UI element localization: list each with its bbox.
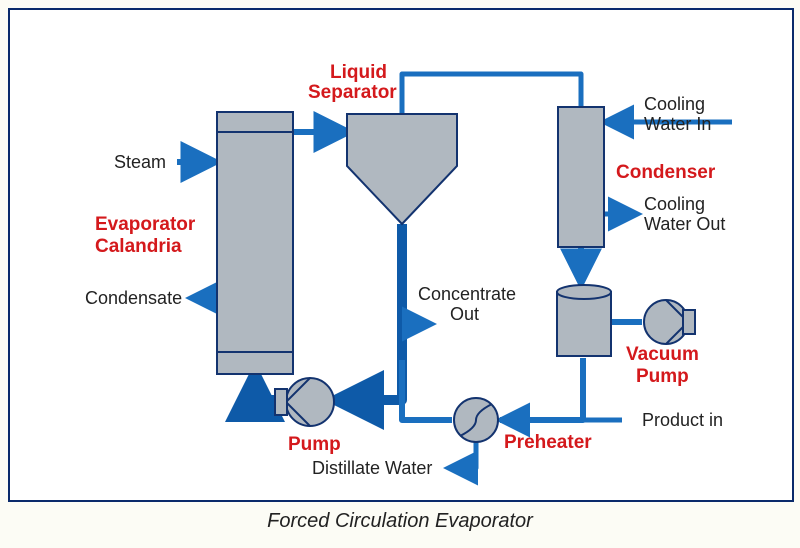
- pipe-receiver-preheater: [500, 358, 583, 420]
- diagram-frame: LiquidSeparator EvaporatorCalandria Cond…: [0, 0, 800, 548]
- label-concentrate: ConcentrateOut: [418, 284, 516, 324]
- node-condenser: [558, 107, 604, 247]
- label-distillate: Distillate Water: [312, 458, 432, 478]
- label-condenser: Condenser: [616, 162, 716, 183]
- node-calandria: [217, 112, 293, 374]
- label-separator: LiquidSeparator: [308, 62, 397, 103]
- label-vacuum: VacuumPump: [626, 344, 699, 387]
- pipe-separator-pump: [336, 224, 402, 400]
- label-steam: Steam: [114, 152, 166, 172]
- diagram-border: LiquidSeparator EvaporatorCalandria Cond…: [8, 8, 794, 502]
- node-preheater: [454, 398, 498, 442]
- pipe-distillate: [450, 442, 476, 468]
- node-receiver: [557, 285, 611, 356]
- diagram-caption: Forced Circulation Evaporator: [0, 510, 800, 533]
- label-pump: Pump: [288, 434, 341, 455]
- label-preheater: Preheater: [504, 432, 592, 453]
- nodes: [217, 107, 695, 442]
- pipe-separator-condenser: [402, 74, 581, 113]
- pipe-preheater-tap: [402, 360, 452, 420]
- label-calandria: EvaporatorCalandria: [95, 214, 196, 257]
- label-cooling-out: CoolingWater Out: [644, 194, 725, 234]
- node-vacuum-pump: [644, 300, 695, 344]
- label-condensate: Condensate: [85, 288, 182, 308]
- diagram-svg: LiquidSeparator EvaporatorCalandria Cond…: [10, 10, 792, 500]
- node-pump: [275, 378, 334, 426]
- label-product: Product in: [642, 410, 723, 430]
- node-separator: [347, 114, 457, 224]
- label-cooling-in: CoolingWater In: [644, 94, 711, 134]
